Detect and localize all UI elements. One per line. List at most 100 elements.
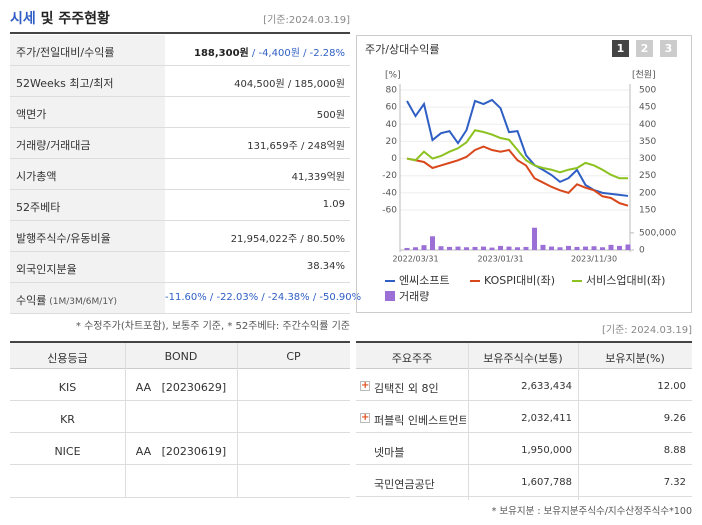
- date: [기준: 2024.03.19]: [601, 325, 692, 336]
- value: 404,500원 / 185,000원: [234, 79, 345, 90]
- bond: AA [20230619]: [135, 445, 227, 458]
- volume-bar: [549, 246, 554, 250]
- y-tick-label: 60: [386, 103, 398, 113]
- volume-bar: [481, 246, 486, 250]
- y2-tick-label: 350: [639, 137, 656, 147]
- label: 수익률: [16, 294, 47, 307]
- volume-bar: [404, 247, 410, 250]
- value: 21,954,022주 / 80.50%: [230, 234, 345, 245]
- volume-bar: [566, 245, 571, 250]
- col-line: [468, 343, 469, 500]
- x-tick-label: 2023/11/30: [571, 255, 617, 264]
- label-cell: [10, 97, 165, 128]
- volume-bar: [591, 246, 597, 250]
- row-line: [165, 65, 350, 66]
- col-line: [125, 343, 126, 497]
- row-value: 38.34%: [165, 261, 345, 272]
- title-rest: 및 주주현황: [35, 11, 110, 27]
- value: 1.09: [322, 199, 345, 210]
- label-cell: [10, 190, 165, 221]
- value: 500원: [316, 110, 345, 121]
- shares: 1,607,788: [521, 477, 572, 488]
- expand-icon[interactable]: +: [360, 412, 370, 423]
- col-line: [578, 343, 579, 500]
- y-tick-label: 40: [386, 120, 398, 130]
- volume-bar: [413, 247, 418, 250]
- row-line: [165, 251, 350, 252]
- row-line: [165, 127, 350, 128]
- y-tick-label: -40: [382, 188, 397, 198]
- label-note: (1M/3M/6M/1Y): [46, 297, 118, 307]
- volume-bar: [438, 246, 444, 250]
- y2-tick-label: 500: [639, 86, 656, 96]
- row-line: [10, 464, 350, 465]
- pct: 9.26: [663, 413, 686, 424]
- volume-bar: [506, 246, 512, 250]
- y2-tick-label: 300: [639, 154, 656, 164]
- row-value: 404,500원 / 185,000원: [165, 75, 345, 90]
- row-label: 액면가: [16, 106, 46, 122]
- volume-bar: [523, 246, 529, 250]
- row-value: 131,659주 / 248억원: [165, 137, 345, 152]
- rule: [356, 341, 692, 343]
- y2-tick-label: 450: [639, 103, 656, 113]
- panel-title: 시세 및 주주현황: [10, 8, 110, 28]
- label: 거래량/거래대금: [16, 139, 91, 152]
- note: * 보유지분 : 보유지분주식수/지수산정주식수*100: [491, 506, 692, 517]
- volume-tick-label: 500,000: [639, 228, 676, 238]
- chart-title: 주가/상대수익률: [365, 43, 440, 56]
- pct: 12.00: [657, 381, 686, 392]
- row-label: 수익률 (1M/3M/6M/1Y): [16, 292, 117, 308]
- bond: AA [20230629]: [135, 381, 227, 394]
- tab-button[interactable]: 1: [612, 40, 629, 57]
- value: 131,659주 / 248억원: [247, 141, 345, 152]
- series-line: [406, 129, 628, 180]
- label: 주가/전일대비/수익률: [16, 46, 115, 59]
- y-tick-label: 20: [386, 137, 398, 147]
- volume-bar: [574, 246, 580, 250]
- volume-bar: [515, 247, 520, 250]
- row-label: 외국인지분율: [16, 261, 77, 277]
- shares: 2,032,411: [521, 413, 572, 424]
- series-line: [406, 145, 629, 207]
- row-value: 1.09: [165, 199, 345, 210]
- label: 시가총액: [16, 170, 57, 183]
- y-axis-label: [%]: [385, 71, 401, 81]
- row-line: [356, 496, 692, 497]
- legend-label: 거래량: [399, 290, 429, 303]
- row-line: [356, 464, 692, 465]
- y-tick-label: 0: [391, 154, 397, 164]
- tab-button[interactable]: 2: [636, 40, 653, 57]
- row-line: [165, 158, 350, 159]
- header-bg: [10, 343, 350, 369]
- row-label: 시가총액: [16, 168, 56, 184]
- col-header: 보유지분(%): [605, 352, 665, 365]
- label: 액면가: [16, 108, 47, 121]
- volume-bar: [447, 246, 452, 250]
- rule: [10, 341, 350, 343]
- col-line: [237, 343, 238, 497]
- shares: 1,950,000: [521, 445, 572, 456]
- row-value: 21,954,022주 / 80.50%: [165, 230, 345, 245]
- col-header: 보유주식수(보통): [483, 352, 563, 365]
- row-line: [356, 400, 692, 401]
- col-header: 신용등급: [47, 352, 88, 365]
- expand-icon[interactable]: +: [360, 380, 370, 391]
- holder-name: 국민연금공단: [374, 478, 435, 491]
- volume-bar: [540, 244, 546, 250]
- x-tick-label: 2023/01/31: [477, 255, 523, 264]
- holder-name: 넷마블: [374, 446, 405, 459]
- legend-label: KOSPI대비(좌): [484, 274, 555, 287]
- label-cell: [10, 66, 165, 97]
- y2-tick-label: 400: [639, 120, 656, 130]
- agency: NICE: [54, 445, 81, 458]
- volume-bar: [625, 244, 631, 250]
- row-line: [10, 497, 350, 498]
- tab-button[interactable]: 3: [660, 40, 677, 57]
- value: 41,339억원: [291, 172, 345, 183]
- label-cell: [10, 252, 165, 283]
- row-line: [165, 189, 350, 190]
- row-label: 거래량/거래대금: [16, 137, 91, 153]
